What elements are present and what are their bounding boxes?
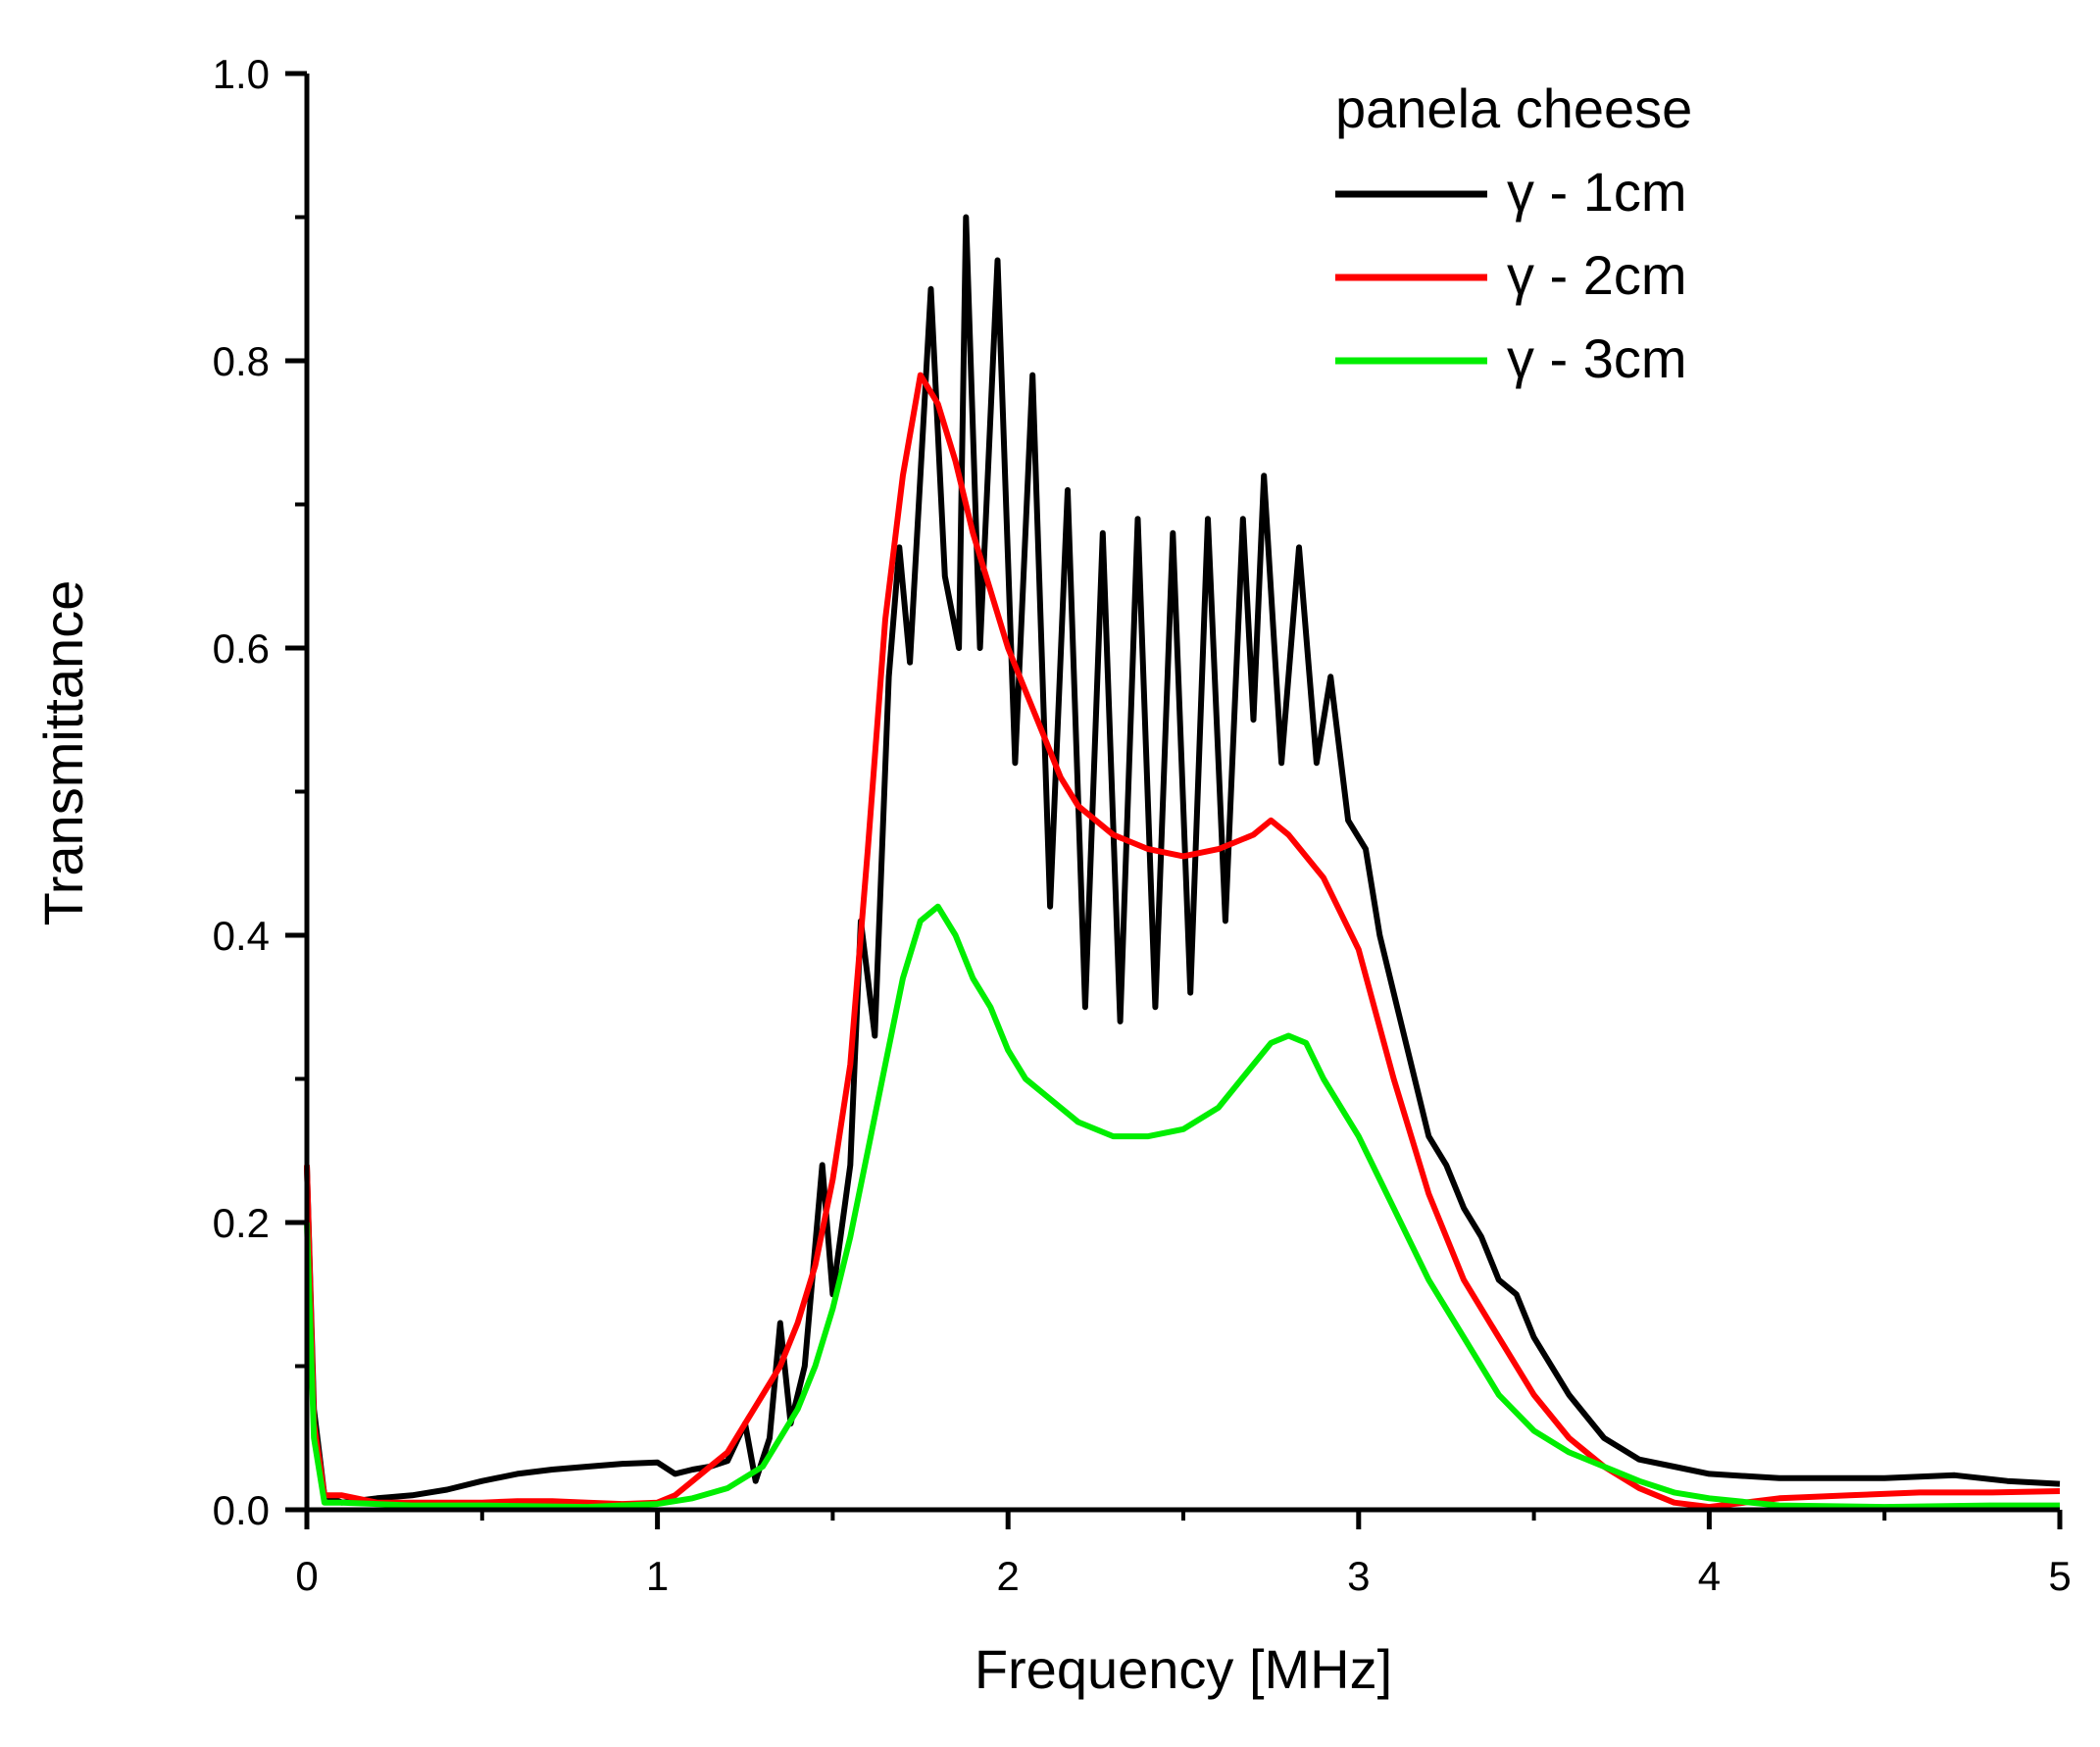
x-tick-label: 4 xyxy=(1698,1553,1721,1599)
y-tick-label: 1.0 xyxy=(213,51,270,97)
legend: panela cheese γ - 1cm γ - 2cm γ - 3cm xyxy=(1335,77,1692,389)
x-axis-label: Frequency [MHz] xyxy=(975,1638,1392,1700)
x-tick-label: 5 xyxy=(2048,1553,2071,1599)
y-tick-label: 0.8 xyxy=(213,338,270,384)
x-tick-label: 3 xyxy=(1347,1553,1370,1599)
legend-title: panela cheese xyxy=(1335,77,1692,139)
y-tick-label: 0.4 xyxy=(213,913,270,959)
series-line-1 xyxy=(304,214,2061,1506)
legend-label-2: γ - 2cm xyxy=(1507,244,1687,306)
y-axis-label: Transmittance xyxy=(32,580,94,926)
axes: 0 1 2 3 4 5 0.0 0.2 0.4 0.6 0.8 1.0 xyxy=(213,51,2072,1599)
x-tick-label: 2 xyxy=(997,1553,1020,1599)
plot-area xyxy=(304,214,2061,1511)
legend-label-3: γ - 3cm xyxy=(1507,327,1687,389)
x-tick-label: 1 xyxy=(646,1553,669,1599)
series-line-3 xyxy=(304,903,2060,1511)
y-tick-label: 0.0 xyxy=(213,1487,270,1533)
y-tick-label: 0.2 xyxy=(213,1200,270,1246)
x-tick-label: 0 xyxy=(295,1553,318,1599)
y-tick-label: 0.6 xyxy=(213,625,270,672)
legend-label-1: γ - 1cm xyxy=(1507,161,1687,223)
series-line-2 xyxy=(304,372,2061,1511)
